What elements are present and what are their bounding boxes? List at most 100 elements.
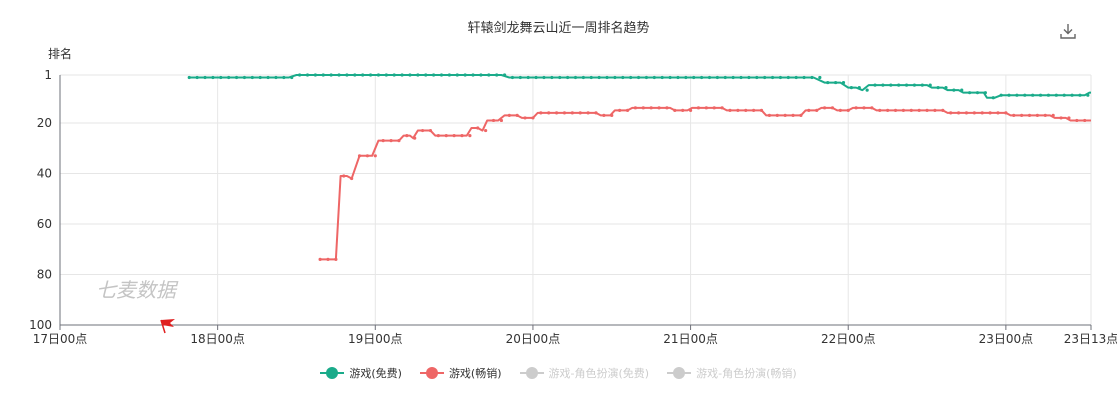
- data-point[interactable]: [566, 75, 570, 80]
- data-point[interactable]: [282, 75, 286, 80]
- data-point[interactable]: [318, 257, 322, 261]
- data-point[interactable]: [539, 111, 543, 115]
- data-point[interactable]: [203, 75, 207, 80]
- data-point[interactable]: [602, 113, 606, 118]
- data-point[interactable]: [476, 126, 480, 130]
- data-point[interactable]: [313, 73, 317, 77]
- data-point[interactable]: [610, 113, 614, 118]
- data-point[interactable]: [439, 73, 444, 77]
- data-point[interactable]: [408, 73, 412, 77]
- data-point[interactable]: [857, 86, 861, 90]
- data-point[interactable]: [526, 75, 530, 80]
- data-point[interactable]: [581, 75, 585, 80]
- data-point[interactable]: [636, 75, 641, 80]
- data-point[interactable]: [925, 108, 929, 112]
- data-point[interactable]: [389, 139, 393, 143]
- data-point[interactable]: [681, 108, 685, 112]
- data-point[interactable]: [507, 113, 511, 118]
- data-point[interactable]: [841, 80, 846, 85]
- data-point[interactable]: [547, 111, 551, 115]
- data-point[interactable]: [960, 88, 964, 92]
- data-point[interactable]: [491, 118, 496, 123]
- data-point[interactable]: [589, 75, 593, 80]
- series-line[interactable]: [320, 106, 1091, 261]
- data-point[interactable]: [676, 75, 680, 80]
- data-point[interactable]: [405, 134, 409, 138]
- data-point[interactable]: [692, 75, 696, 80]
- data-point[interactable]: [854, 106, 858, 110]
- data-point[interactable]: [920, 83, 924, 87]
- data-point[interactable]: [865, 88, 869, 92]
- data-point[interactable]: [657, 106, 661, 110]
- data-point[interactable]: [980, 111, 984, 115]
- data-point[interactable]: [558, 75, 562, 80]
- data-point[interactable]: [468, 134, 472, 138]
- data-point[interactable]: [1078, 93, 1082, 97]
- data-point[interactable]: [447, 73, 451, 77]
- data-point[interactable]: [747, 75, 751, 80]
- data-point[interactable]: [633, 106, 638, 110]
- data-point[interactable]: [791, 113, 795, 118]
- legend-item[interactable]: 游戏(免费): [320, 365, 402, 381]
- data-point[interactable]: [928, 83, 932, 87]
- data-point[interactable]: [510, 75, 515, 80]
- data-point[interactable]: [298, 73, 302, 77]
- data-point[interactable]: [234, 75, 239, 80]
- data-point[interactable]: [652, 75, 656, 80]
- data-point[interactable]: [799, 113, 803, 118]
- data-point[interactable]: [550, 75, 554, 80]
- data-point[interactable]: [767, 113, 772, 118]
- data-point[interactable]: [838, 108, 842, 112]
- data-point[interactable]: [704, 106, 708, 110]
- data-point[interactable]: [988, 111, 992, 115]
- data-point[interactable]: [1035, 113, 1040, 118]
- data-point[interactable]: [195, 75, 199, 80]
- data-point[interactable]: [1059, 116, 1063, 120]
- data-point[interactable]: [487, 73, 491, 77]
- data-point[interactable]: [1027, 113, 1032, 118]
- data-point[interactable]: [444, 134, 448, 138]
- data-point[interactable]: [933, 108, 937, 112]
- series-line[interactable]: [189, 74, 1091, 99]
- data-point[interactable]: [649, 106, 653, 110]
- data-point[interactable]: [696, 106, 701, 110]
- data-point[interactable]: [818, 75, 822, 80]
- data-point[interactable]: [1043, 113, 1047, 118]
- data-point[interactable]: [621, 75, 625, 80]
- data-point[interactable]: [357, 154, 362, 158]
- data-point[interactable]: [436, 134, 440, 138]
- data-point[interactable]: [775, 113, 779, 118]
- data-point[interactable]: [755, 75, 759, 80]
- data-point[interactable]: [1054, 93, 1058, 97]
- data-point[interactable]: [684, 75, 688, 80]
- data-point[interactable]: [460, 134, 464, 138]
- data-point[interactable]: [424, 73, 428, 77]
- data-point[interactable]: [826, 80, 830, 85]
- data-point[interactable]: [720, 106, 724, 110]
- data-point[interactable]: [731, 75, 735, 80]
- data-point[interactable]: [996, 111, 1000, 115]
- data-point[interactable]: [613, 75, 617, 80]
- data-point[interactable]: [794, 75, 798, 80]
- data-point[interactable]: [413, 136, 417, 140]
- data-point[interactable]: [227, 75, 231, 80]
- data-point[interactable]: [763, 75, 767, 80]
- data-point[interactable]: [744, 108, 748, 112]
- data-point[interactable]: [518, 75, 522, 80]
- data-point[interactable]: [849, 86, 853, 90]
- data-point[interactable]: [353, 73, 357, 77]
- data-point[interactable]: [807, 108, 811, 112]
- data-point[interactable]: [329, 73, 333, 77]
- data-point[interactable]: [392, 73, 396, 77]
- data-point[interactable]: [350, 176, 354, 181]
- data-point[interactable]: [660, 75, 664, 80]
- data-point[interactable]: [810, 75, 814, 80]
- data-point[interactable]: [991, 96, 995, 100]
- data-point[interactable]: [365, 154, 370, 158]
- data-point[interactable]: [266, 75, 270, 80]
- data-point[interactable]: [673, 108, 677, 112]
- data-point[interactable]: [728, 108, 732, 112]
- data-point[interactable]: [822, 106, 827, 110]
- data-point[interactable]: [432, 73, 436, 77]
- data-point[interactable]: [479, 73, 483, 77]
